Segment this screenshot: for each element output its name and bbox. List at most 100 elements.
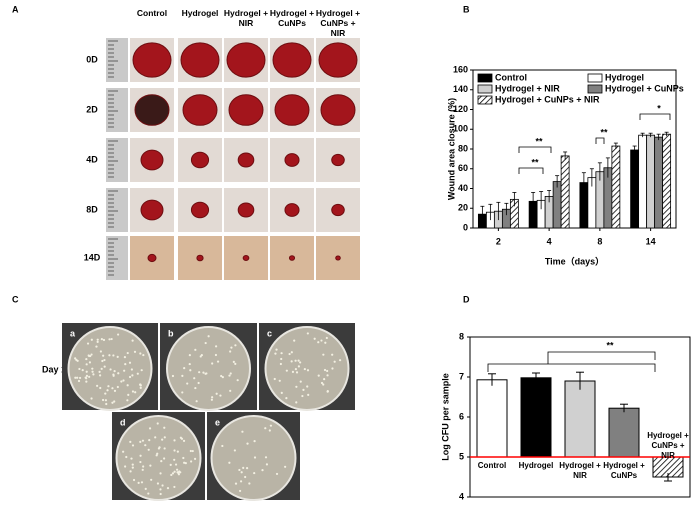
colony xyxy=(320,339,323,342)
colony xyxy=(244,475,247,479)
colony xyxy=(160,460,163,463)
category-label: Hydrogel + CuNPs xyxy=(603,461,645,480)
colony xyxy=(140,369,143,372)
colony xyxy=(104,399,108,402)
colony xyxy=(96,340,99,343)
colony xyxy=(253,440,256,443)
colony xyxy=(109,368,112,371)
colony xyxy=(326,369,329,373)
colony xyxy=(234,344,237,347)
colony xyxy=(126,384,129,387)
column-header: Hydrogel + CuNPs + NIR xyxy=(315,8,361,38)
colony xyxy=(189,369,192,372)
colony xyxy=(139,386,142,389)
colony xyxy=(173,449,176,452)
colony xyxy=(132,478,136,482)
colony xyxy=(156,422,159,425)
colony xyxy=(269,424,273,427)
colony xyxy=(211,362,214,365)
colony xyxy=(125,455,128,459)
colony xyxy=(103,365,106,368)
colony xyxy=(221,444,224,448)
colony xyxy=(195,400,198,403)
row-label: 0D xyxy=(86,54,98,64)
colony xyxy=(99,350,102,353)
colony xyxy=(156,452,159,455)
colony xyxy=(131,374,134,377)
dish-label: e xyxy=(215,417,220,427)
colony xyxy=(142,465,145,468)
colony xyxy=(74,357,77,360)
colony xyxy=(139,383,142,386)
y-tick-label: 8 xyxy=(459,331,464,341)
ruler xyxy=(106,138,128,182)
colony xyxy=(87,354,90,357)
colony xyxy=(140,481,144,484)
legend-label: Control xyxy=(495,72,527,82)
colony xyxy=(126,351,129,355)
y-tick-label: 4 xyxy=(459,491,464,501)
colony xyxy=(275,348,278,351)
colony xyxy=(245,467,249,470)
colony xyxy=(229,350,232,353)
colony xyxy=(338,359,342,362)
wound xyxy=(182,94,218,126)
row-label: 4D xyxy=(86,154,98,164)
colony xyxy=(99,374,102,377)
colony xyxy=(131,390,135,393)
colony xyxy=(77,379,81,383)
colony xyxy=(163,457,166,460)
wound xyxy=(318,42,358,78)
colony xyxy=(290,360,293,363)
colony xyxy=(129,440,132,443)
wound xyxy=(237,152,255,168)
colony xyxy=(112,354,115,357)
wound xyxy=(284,153,300,167)
colony xyxy=(122,379,125,382)
y-tick-label: 140 xyxy=(453,84,468,94)
colony xyxy=(101,359,104,363)
wound xyxy=(284,203,300,217)
colony xyxy=(154,436,157,439)
colony xyxy=(147,448,150,451)
colony xyxy=(161,484,164,487)
wound xyxy=(226,42,266,78)
colony xyxy=(333,360,336,363)
colony xyxy=(108,354,111,357)
wound xyxy=(274,94,310,126)
colony xyxy=(141,468,144,471)
colony xyxy=(116,385,119,389)
colony xyxy=(85,377,88,380)
colony xyxy=(323,368,327,372)
colony xyxy=(103,358,106,362)
bar xyxy=(654,136,664,229)
colony xyxy=(116,355,119,358)
colony xyxy=(294,359,297,362)
colony xyxy=(302,388,305,391)
colony xyxy=(322,383,325,386)
colony xyxy=(141,439,145,442)
colony xyxy=(234,362,237,365)
colony xyxy=(313,337,316,340)
petri-dish xyxy=(264,326,350,411)
significance-bracket xyxy=(595,137,605,144)
colony xyxy=(136,372,139,375)
y-tick-label: 5 xyxy=(459,451,464,461)
colony xyxy=(290,351,293,354)
colony xyxy=(90,353,93,356)
colony xyxy=(241,430,244,433)
colony xyxy=(131,463,134,466)
wound xyxy=(190,201,210,219)
colony xyxy=(204,341,207,345)
colony xyxy=(182,456,185,460)
colony xyxy=(295,401,298,404)
colony xyxy=(240,471,243,474)
colony xyxy=(284,465,287,468)
colony xyxy=(238,468,241,472)
colony xyxy=(128,375,132,379)
colony xyxy=(124,465,127,468)
colony xyxy=(181,391,184,394)
bar xyxy=(476,379,508,458)
colony xyxy=(91,367,94,370)
wound xyxy=(335,255,341,261)
